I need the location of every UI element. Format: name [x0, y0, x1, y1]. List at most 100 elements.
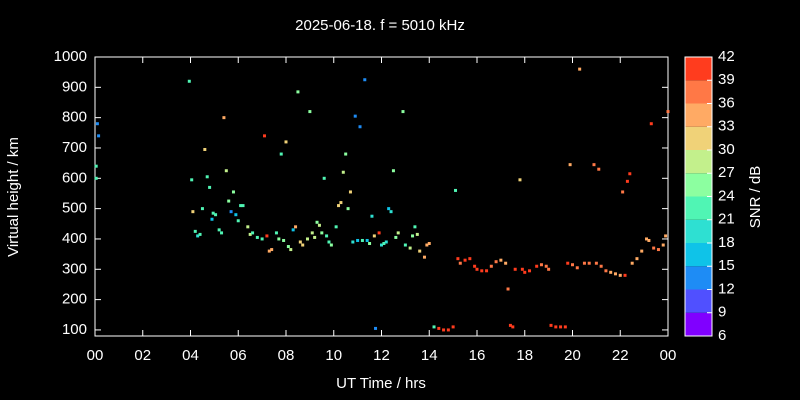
data-point	[224, 169, 228, 173]
data-point	[365, 238, 369, 242]
data-point	[652, 246, 656, 250]
x-tick-label: 14	[421, 347, 438, 364]
colorbar-band	[685, 57, 712, 81]
y-tick-label: 800	[62, 109, 87, 126]
data-point	[95, 122, 99, 126]
data-point	[320, 231, 324, 235]
data-point	[317, 223, 321, 227]
colorbar-band	[685, 150, 712, 174]
y-tick-label: 200	[62, 291, 87, 308]
data-point	[191, 210, 195, 214]
data-point	[575, 266, 579, 270]
data-point	[282, 238, 286, 242]
colorbar-band	[685, 312, 712, 336]
data-point	[520, 267, 524, 271]
y-tick-label: 1000	[54, 48, 87, 65]
data-point	[296, 90, 300, 94]
data-point	[203, 147, 207, 151]
data-point	[263, 134, 267, 138]
data-point	[413, 225, 417, 229]
data-point	[241, 204, 245, 208]
data-point	[475, 267, 479, 271]
data-point	[456, 257, 460, 261]
data-point	[222, 116, 226, 120]
data-point	[337, 204, 341, 208]
data-point	[566, 261, 570, 265]
data-point	[544, 264, 548, 268]
data-point	[344, 152, 348, 156]
data-point	[277, 237, 281, 241]
data-point	[640, 249, 644, 253]
data-point	[236, 219, 240, 223]
data-point	[351, 240, 355, 244]
data-point	[211, 211, 215, 215]
chart-title: 2025-06-18. f = 5010 kHz	[295, 17, 465, 34]
data-point	[322, 176, 326, 180]
data-point	[255, 235, 259, 239]
colorbar-band	[685, 243, 712, 267]
data-point	[227, 199, 231, 203]
data-point	[291, 228, 295, 232]
data-point	[592, 163, 596, 167]
data-point	[403, 243, 407, 247]
y-axis-label: Virtual height / km	[5, 137, 22, 257]
data-point	[260, 237, 264, 241]
data-point	[325, 234, 329, 238]
colorbar-band	[685, 196, 712, 220]
colorbar-tick-label: 12	[718, 280, 735, 297]
data-point	[353, 114, 357, 118]
data-point	[389, 210, 393, 214]
data-point	[274, 231, 278, 235]
data-point	[372, 234, 376, 238]
colorbar-band	[685, 80, 712, 104]
x-axis-label: UT Time / hrs	[336, 375, 426, 392]
data-point	[473, 264, 477, 268]
data-point	[94, 176, 98, 180]
data-point	[609, 270, 613, 274]
data-point	[374, 326, 378, 330]
y-tick-label: 600	[62, 169, 87, 186]
colorbar-tick-label: 24	[718, 187, 735, 204]
x-tick-label: 00	[87, 347, 104, 364]
y-tick-label: 900	[62, 78, 87, 95]
data-point	[523, 270, 527, 274]
data-point	[528, 269, 532, 273]
data-point	[382, 242, 386, 246]
data-point	[547, 267, 551, 271]
data-point	[334, 225, 338, 229]
data-point	[339, 201, 343, 205]
x-tick-label: 06	[230, 347, 247, 364]
data-point	[246, 225, 250, 229]
colorbar-label: SNR / dB	[747, 166, 764, 229]
data-point	[623, 273, 627, 277]
data-point	[425, 243, 429, 247]
data-point	[360, 238, 364, 242]
colorbar-band	[685, 173, 712, 197]
data-point	[346, 207, 350, 211]
y-tick-label: 100	[62, 321, 87, 338]
data-point	[200, 207, 204, 211]
colorbar-tick-label: 15	[718, 257, 735, 274]
data-point	[539, 263, 543, 267]
x-tick-label: 22	[612, 347, 629, 364]
data-point	[485, 269, 489, 273]
data-point	[265, 234, 269, 238]
data-point	[578, 67, 582, 71]
data-point	[625, 179, 629, 183]
data-point	[645, 237, 649, 241]
data-point	[196, 234, 200, 238]
colorbar-band	[685, 289, 712, 313]
data-point	[415, 232, 419, 236]
y-tick-label: 300	[62, 260, 87, 277]
x-tick-label: 20	[564, 347, 581, 364]
data-point	[380, 243, 383, 247]
data-point	[597, 167, 601, 171]
data-point	[518, 178, 522, 182]
colorbar-tick-label: 30	[718, 141, 735, 158]
data-point	[384, 240, 388, 244]
data-point	[480, 269, 484, 273]
data-point	[511, 325, 515, 329]
data-point	[442, 328, 446, 332]
data-point	[214, 213, 218, 217]
data-point	[582, 261, 586, 265]
